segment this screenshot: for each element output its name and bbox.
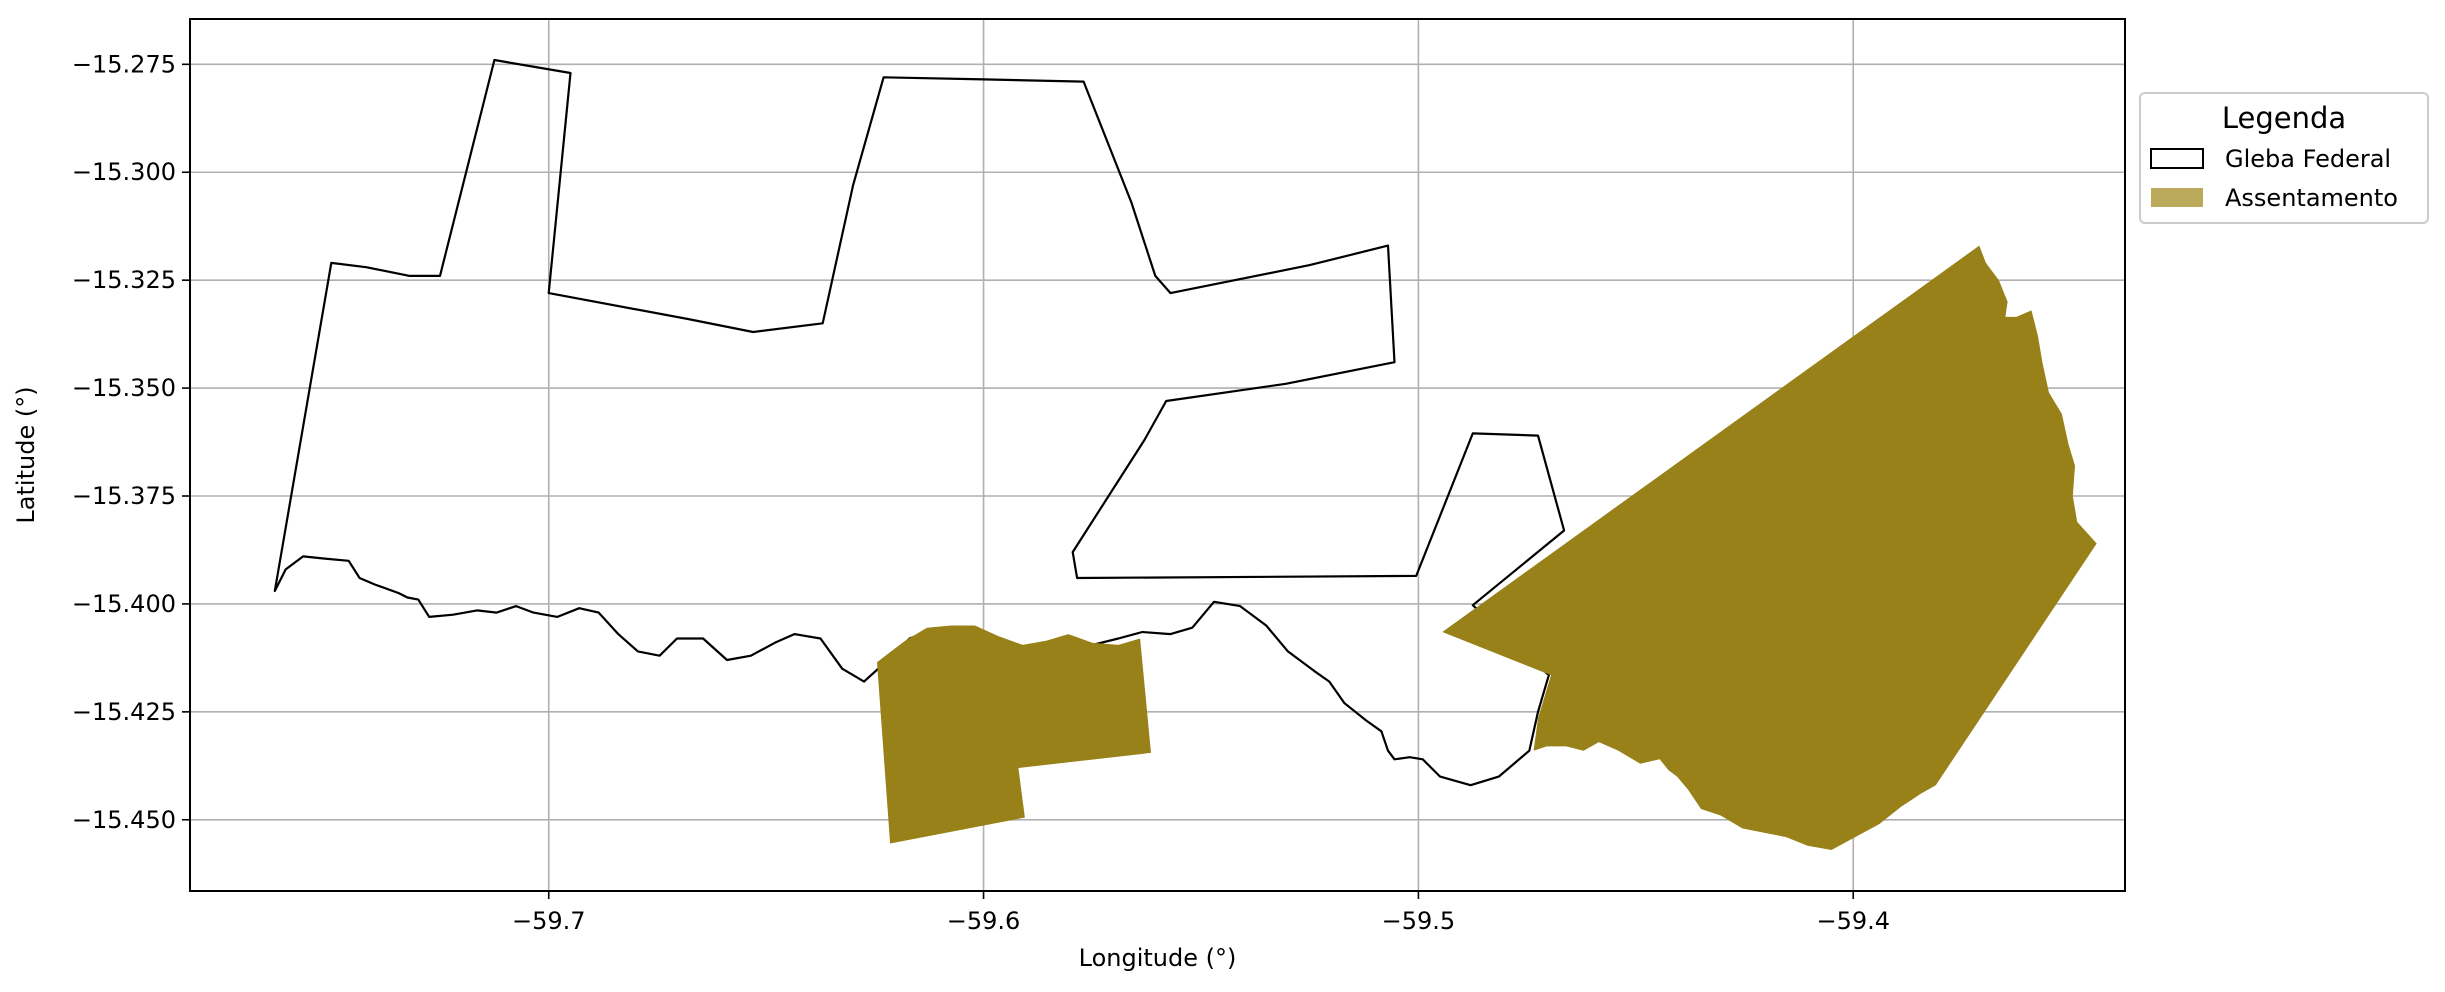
assentamento-polygon-0 [877,625,1151,844]
y-tick-label-3: −15.350 [72,374,176,402]
y-tick-label-4: −15.375 [72,482,176,510]
x-tick-label-2: −59.5 [1382,907,1456,935]
x-axis-label: Longitude (°) [1079,944,1237,972]
y-axis-label: Latitude (°) [12,386,40,523]
axis-ticks: −59.7 −59.6 −59.5 −59.4 −15.275 −15.300 −15.32… [72,50,1890,935]
legend-label-gleba-federal: Gleba Federal [2225,145,2391,173]
y-tick-label-1: −15.300 [72,158,176,186]
plot-frame [189,18,2126,892]
x-tick-label-1: −59.6 [947,907,1021,935]
y-tick-label-6: −15.425 [72,698,176,726]
legend-box [2139,92,2429,224]
assentamento-polygon-1 [1442,245,2097,851]
legend-swatch-assentamento [2151,188,2203,207]
legend-swatch-gleba-federal [2150,148,2204,169]
legend-label-assentamento: Assentamento [2225,184,2398,212]
gleba-federal-outline-0 [273,58,1566,787]
y-tick-label-7: −15.450 [72,806,176,834]
y-tick-label-0: −15.275 [72,50,176,78]
map-layers [273,58,2097,851]
legend-title: Legenda [2222,101,2346,135]
y-tick-label-2: −15.325 [72,266,176,294]
x-tick-label-3: −59.4 [1816,907,1890,935]
legend: Legenda Gleba Federal Assentamento [2139,92,2429,224]
x-tick-label-0: −59.7 [512,907,586,935]
y-tick-label-5: −15.400 [72,590,176,618]
